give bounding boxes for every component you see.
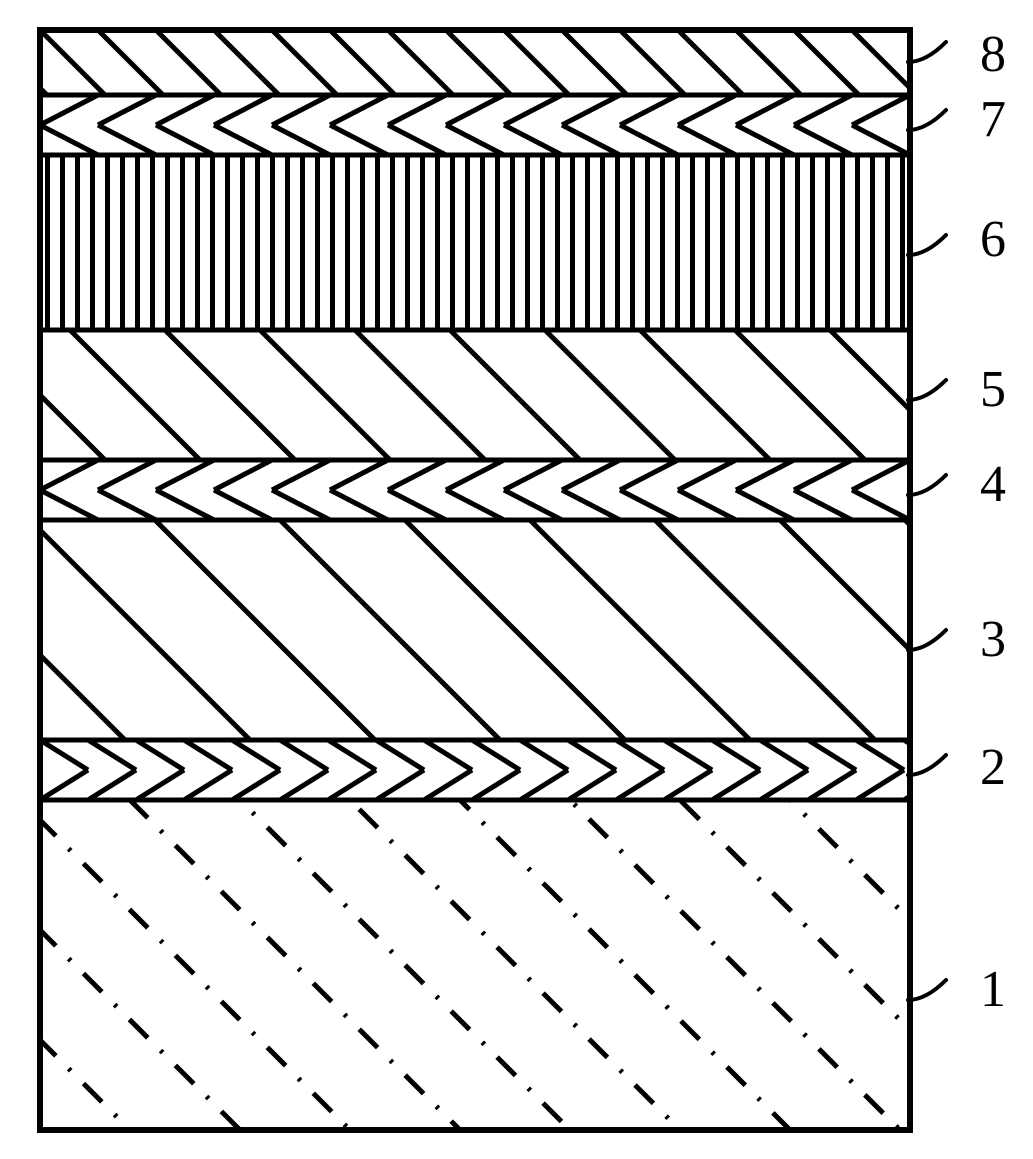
layer-label-6: 6 — [980, 214, 1006, 266]
layer-label-7: 7 — [980, 94, 1006, 146]
layer-label-8: 8 — [980, 29, 1006, 81]
layer-4 — [0, 460, 968, 520]
leader-1 — [908, 980, 946, 1000]
layer-label-1: 1 — [980, 964, 1006, 1016]
layer-label-2: 2 — [980, 742, 1006, 794]
layer-label-5: 5 — [980, 364, 1006, 416]
diagram-stage: 8 7 6 5 4 3 2 1 — [0, 0, 1033, 1159]
leader-4 — [908, 475, 946, 495]
layer-2 — [0, 740, 1000, 800]
leader-5 — [908, 380, 946, 400]
layer-7 — [0, 95, 968, 155]
layer-label-3: 3 — [980, 614, 1006, 666]
diagram-svg — [0, 0, 1033, 1159]
leader-3 — [908, 630, 946, 650]
leader-2 — [908, 755, 946, 775]
leader-7 — [908, 110, 946, 130]
leader-8 — [908, 42, 946, 62]
leader-6 — [908, 235, 946, 255]
layer-label-4: 4 — [980, 459, 1006, 511]
layer-6 — [48, 155, 903, 330]
